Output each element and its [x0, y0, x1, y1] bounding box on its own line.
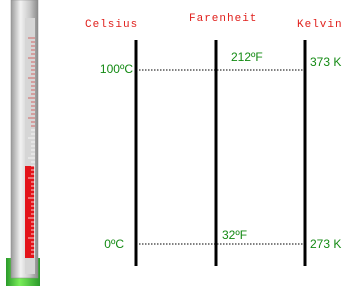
- reference-lines: [139, 70, 303, 244]
- scale-name: Celsius: [85, 19, 138, 31]
- thermometer: [6, 0, 40, 286]
- scale-name: Kelvin: [297, 19, 343, 31]
- temperature-scales: Celsius Farenheit Kelvin 100ºC 212ºF 373…: [0, 0, 352, 293]
- low-label: 32ºF: [222, 228, 247, 242]
- scale-lines: [136, 40, 305, 266]
- thermometer-mercury: [25, 166, 34, 258]
- high-label: 100ºC: [100, 62, 133, 76]
- high-label: 212ºF: [231, 50, 263, 64]
- low-label: 273 K: [310, 237, 341, 251]
- low-label: 0ºC: [104, 237, 124, 251]
- scale-name: Farenheit: [189, 13, 257, 25]
- high-label: 373 K: [310, 55, 341, 69]
